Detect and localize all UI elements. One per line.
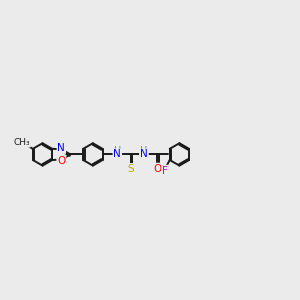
Text: H: H	[114, 146, 121, 156]
Text: CH₃: CH₃	[14, 138, 30, 147]
Text: N: N	[140, 149, 148, 159]
Text: O: O	[57, 156, 65, 166]
Text: S: S	[127, 164, 134, 174]
Text: H: H	[140, 146, 148, 156]
Text: O: O	[153, 164, 161, 173]
Text: N: N	[58, 143, 65, 153]
Text: F: F	[162, 166, 168, 176]
Text: N: N	[113, 149, 121, 159]
